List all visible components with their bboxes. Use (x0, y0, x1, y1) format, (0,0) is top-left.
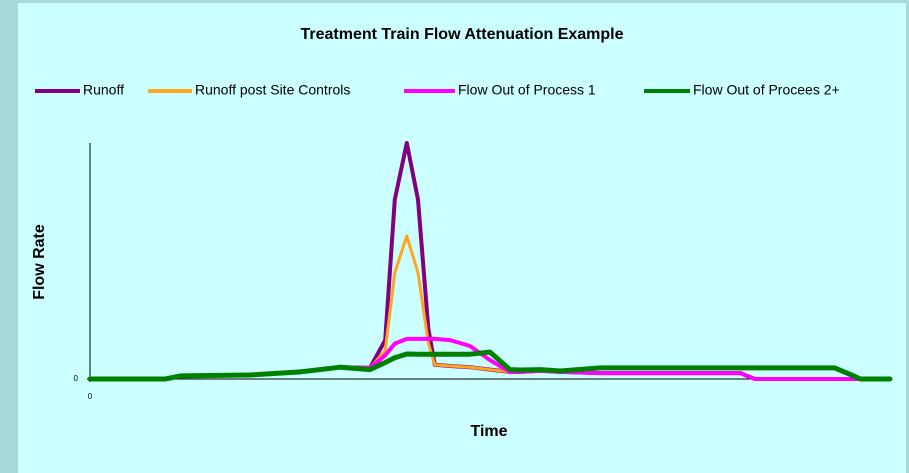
y-tick-label: 0 (74, 374, 79, 383)
chart-title: Treatment Train Flow Attenuation Example (300, 26, 623, 43)
x-axis-title: Time (470, 423, 507, 440)
series-line (87, 349, 893, 382)
legend-label: Runoff post Site Controls (195, 82, 350, 98)
chart-area (18, 3, 906, 473)
legend-label: Flow Out of Process 1 (458, 82, 596, 98)
legend-label: Flow Out of Procees 2+ (693, 82, 840, 98)
y-axis-title: Flow Rate (31, 224, 48, 300)
x-tick-label: 0 (88, 392, 93, 401)
legend-label: Runoff (83, 82, 124, 98)
